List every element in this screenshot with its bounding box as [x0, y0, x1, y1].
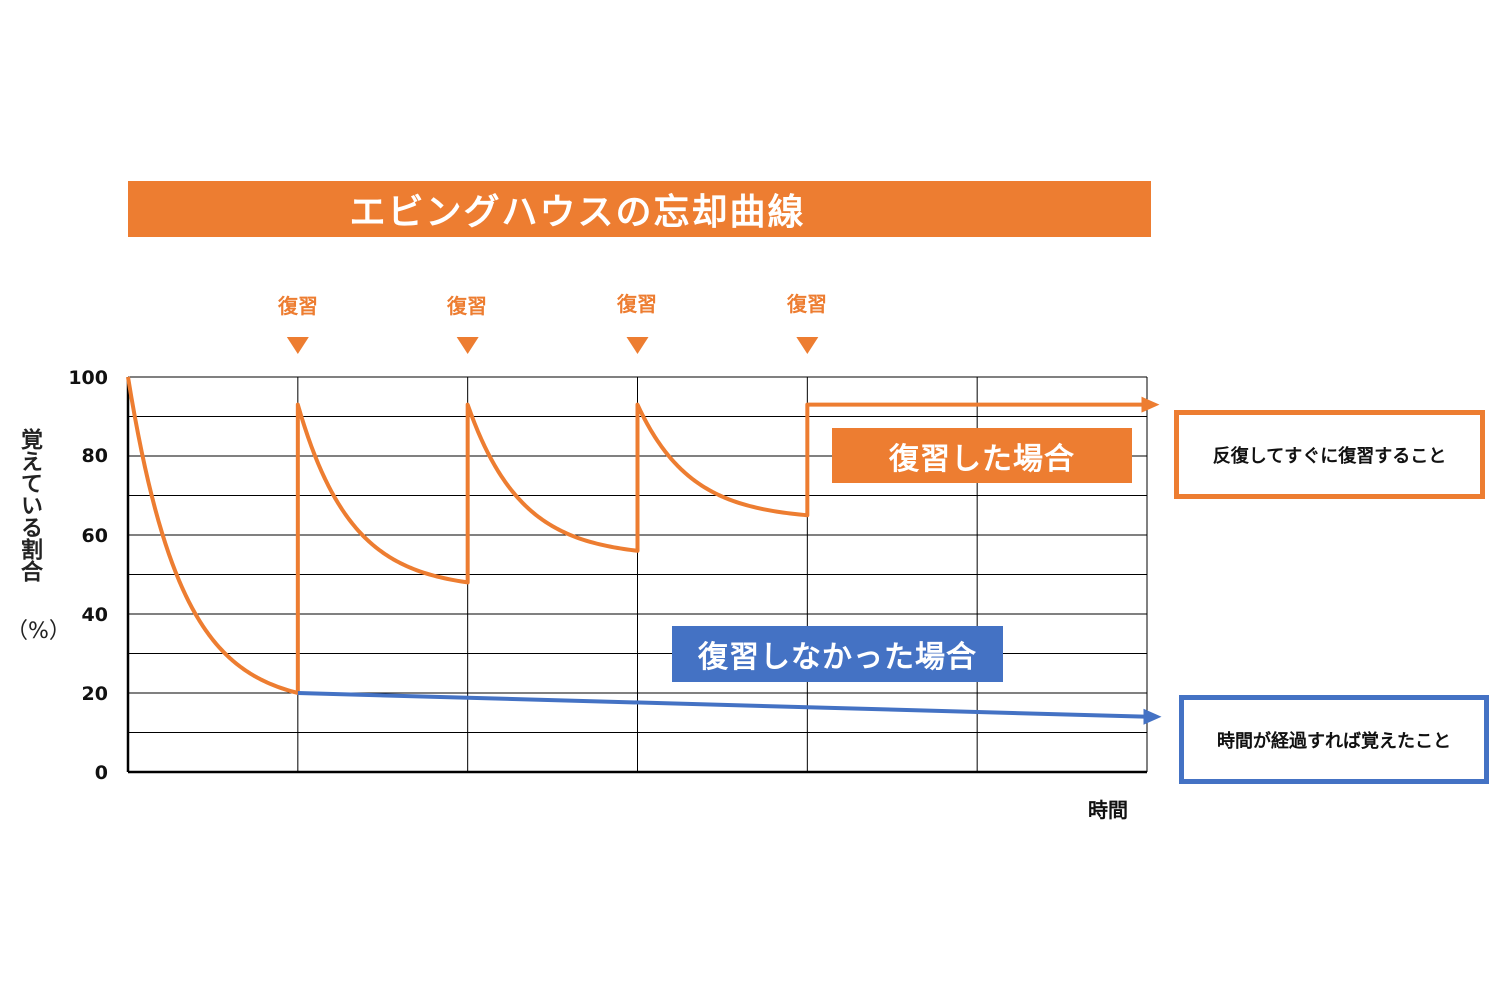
y-axis-unit: （%） [6, 619, 71, 644]
y-tick-label: 0 [94, 762, 108, 784]
series-line-not-reviewed [297, 691, 1146, 719]
series-line-reviewed [126, 376, 1148, 695]
review-marker-triangle [626, 337, 649, 354]
arrowhead-not-reviewed [1143, 708, 1162, 725]
review-marker-triangle [796, 337, 819, 354]
y-tick-label: 100 [68, 367, 108, 389]
note-reviewed: 反復してすぐに復習すること [1212, 445, 1447, 467]
y-tick-label: 60 [81, 525, 108, 547]
y-axis-title: 覚えている割合 [17, 428, 42, 582]
chart-title-bar: エビングハウスの忘却曲線 [128, 181, 1151, 237]
y-tick-label: 20 [81, 683, 108, 705]
series-label-reviewed: 復習した場合 [832, 428, 1132, 483]
arrowhead-reviewed [1141, 396, 1160, 413]
review-marker-triangle [286, 337, 309, 354]
review-label: 復習 [617, 292, 657, 316]
series-label-not-reviewed: 復習しなかった場合 [672, 626, 1003, 682]
y-tick-label: 80 [81, 445, 108, 467]
review-label: 復習 [787, 292, 827, 316]
y-tick-label: 40 [81, 604, 108, 626]
x-axis-title: 時間 [1088, 798, 1128, 822]
review-marker-triangle [456, 337, 479, 354]
chart-title: エビングハウスの忘却曲線 [349, 192, 806, 233]
note-box-reviewed: 反復してすぐに復習すること [1174, 410, 1485, 499]
note-not-reviewed: 時間が経過すれば覚えたこと [1217, 730, 1451, 752]
review-label: 復習 [278, 294, 318, 318]
review-label: 復習 [447, 294, 487, 318]
note-box-not-reviewed: 時間が経過すれば覚えたこと [1179, 695, 1489, 784]
